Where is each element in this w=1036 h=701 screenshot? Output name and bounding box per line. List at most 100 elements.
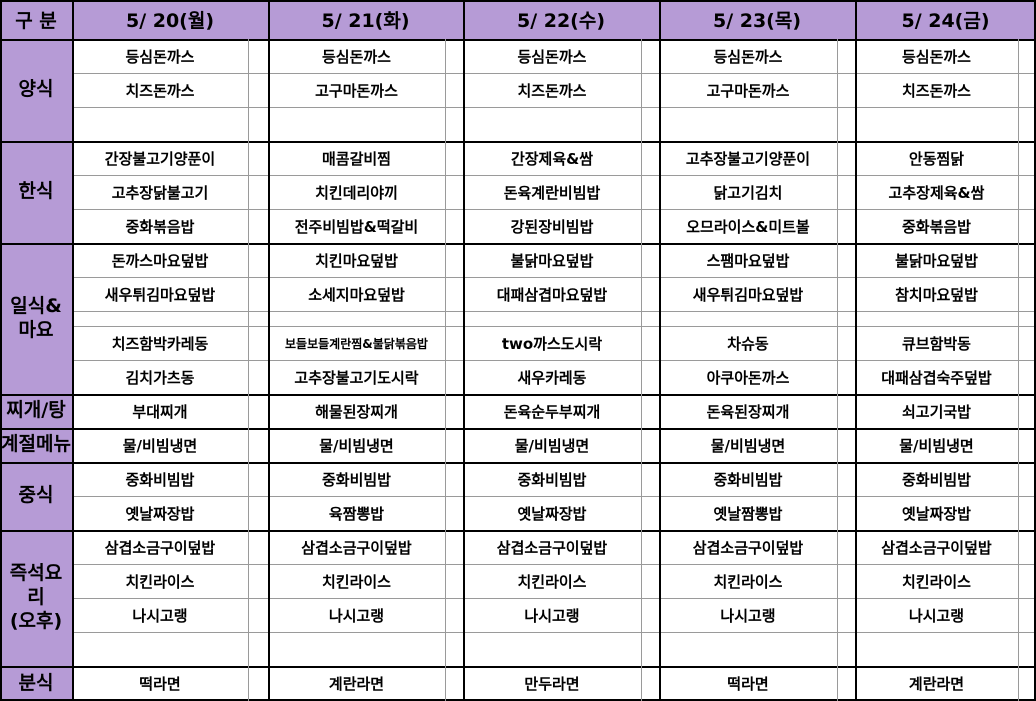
menu-item: 치즈돈까스 [463, 73, 641, 107]
menu-item: 등심돈까스 [659, 39, 837, 73]
grid-line [445, 39, 446, 701]
menu-item: 등심돈까스 [72, 39, 248, 73]
grid-line [72, 209, 1036, 210]
gap-cell [837, 73, 855, 107]
menu-item: 나시고랭 [855, 598, 1018, 632]
gap-cell [445, 141, 463, 175]
menu-item: 물/비빔냉면 [855, 428, 1018, 462]
grid-line [0, 243, 1036, 245]
gap-cell [1018, 107, 1036, 141]
grid-line [0, 699, 1036, 701]
gap-cell [445, 360, 463, 394]
gap-cell [1018, 141, 1036, 175]
category-chinese: 중식 [0, 462, 72, 530]
gap-cell [641, 394, 659, 428]
menu-item: 차슈동 [659, 326, 837, 360]
gap-cell [1018, 666, 1036, 701]
menu-item [72, 107, 248, 141]
menu-item: 물/비빔냉면 [268, 428, 445, 462]
grid-line [641, 39, 642, 701]
menu-item [268, 632, 445, 666]
menu-item: 불닭마요덮밥 [855, 243, 1018, 277]
menu-item: 새우튀김마요덮밥 [72, 277, 248, 311]
gap-cell [641, 530, 659, 564]
gap-cell [641, 462, 659, 496]
gap-cell [445, 462, 463, 496]
grid-line [855, 0, 857, 701]
grid-line [268, 0, 270, 701]
gap-cell [641, 209, 659, 243]
grid-line [0, 462, 1036, 464]
menu-item: 스팸마요덮밥 [659, 243, 837, 277]
gap-cell [445, 394, 463, 428]
menu-item: 물/비빔냉면 [72, 428, 248, 462]
menu-item: 돈육된장찌개 [659, 394, 837, 428]
gap-cell [248, 564, 268, 598]
gap-cell [1018, 209, 1036, 243]
gap-cell [248, 598, 268, 632]
gap-cell [248, 530, 268, 564]
menu-item: 간장불고기양푼이 [72, 141, 248, 175]
menu-item: 치킨라이스 [268, 564, 445, 598]
gap-cell [837, 209, 855, 243]
gap-cell [445, 598, 463, 632]
grid-line [72, 277, 1036, 278]
menu-item: 치즈돈까스 [855, 73, 1018, 107]
day-header: 5/ 24(금) [855, 0, 1036, 39]
gap-cell [248, 73, 268, 107]
menu-item: 나시고랭 [72, 598, 248, 632]
menu-item: 전주비빔밥&떡갈비 [268, 209, 445, 243]
gap-cell [445, 428, 463, 462]
grid-line [1034, 0, 1036, 701]
gap-cell [837, 632, 855, 666]
category-snack: 분식 [0, 666, 72, 701]
gap-cell [445, 326, 463, 360]
menu-item: 물/비빔냉면 [463, 428, 641, 462]
gap-cell [641, 598, 659, 632]
gap-cell [837, 39, 855, 73]
menu-item: 참치마요덮밥 [855, 277, 1018, 311]
grid-line [72, 0, 74, 701]
menu-item: 오므라이스&미트볼 [659, 209, 837, 243]
gap-cell [248, 632, 268, 666]
menu-item: 떡라면 [72, 666, 248, 701]
gap-cell [1018, 530, 1036, 564]
menu-item: 소세지마요덮밥 [268, 277, 445, 311]
menu-item: 보들보들계란찜&불닭볶음밥 [268, 326, 445, 360]
grid-line [72, 107, 1036, 108]
gap-cell [248, 428, 268, 462]
gap-cell [837, 598, 855, 632]
menu-item: two까스도시락 [463, 326, 641, 360]
grid-line [0, 0, 2, 701]
menu-item [855, 632, 1018, 666]
spacer-cell [72, 311, 268, 326]
gap-cell [248, 326, 268, 360]
gap-cell [248, 243, 268, 277]
gap-cell [837, 530, 855, 564]
grid-line [248, 39, 249, 701]
menu-item: 등심돈까스 [463, 39, 641, 73]
menu-item: 중화비빔밥 [659, 462, 837, 496]
gap-cell [641, 564, 659, 598]
gap-cell [248, 141, 268, 175]
day-header: 5/ 23(목) [659, 0, 855, 39]
category-western: 양식 [0, 39, 72, 141]
gap-cell [1018, 598, 1036, 632]
menu-item: 고추장닭불고기 [72, 175, 248, 209]
gap-cell [445, 632, 463, 666]
category-instant: 즉석요 리 (오후) [0, 530, 72, 666]
day-header: 5/ 20(월) [72, 0, 268, 39]
gap-cell [1018, 277, 1036, 311]
menu-item: 삼겹소금구이덮밥 [72, 530, 248, 564]
menu-item: 고구마돈까스 [659, 73, 837, 107]
menu-item: 간장제육&쌈 [463, 141, 641, 175]
gap-cell [445, 243, 463, 277]
menu-item [463, 107, 641, 141]
menu-item [463, 632, 641, 666]
gap-cell [641, 73, 659, 107]
spacer-cell [659, 311, 855, 326]
gap-cell [248, 666, 268, 701]
gap-cell [837, 360, 855, 394]
grid-line [463, 0, 465, 701]
gap-cell [1018, 496, 1036, 530]
